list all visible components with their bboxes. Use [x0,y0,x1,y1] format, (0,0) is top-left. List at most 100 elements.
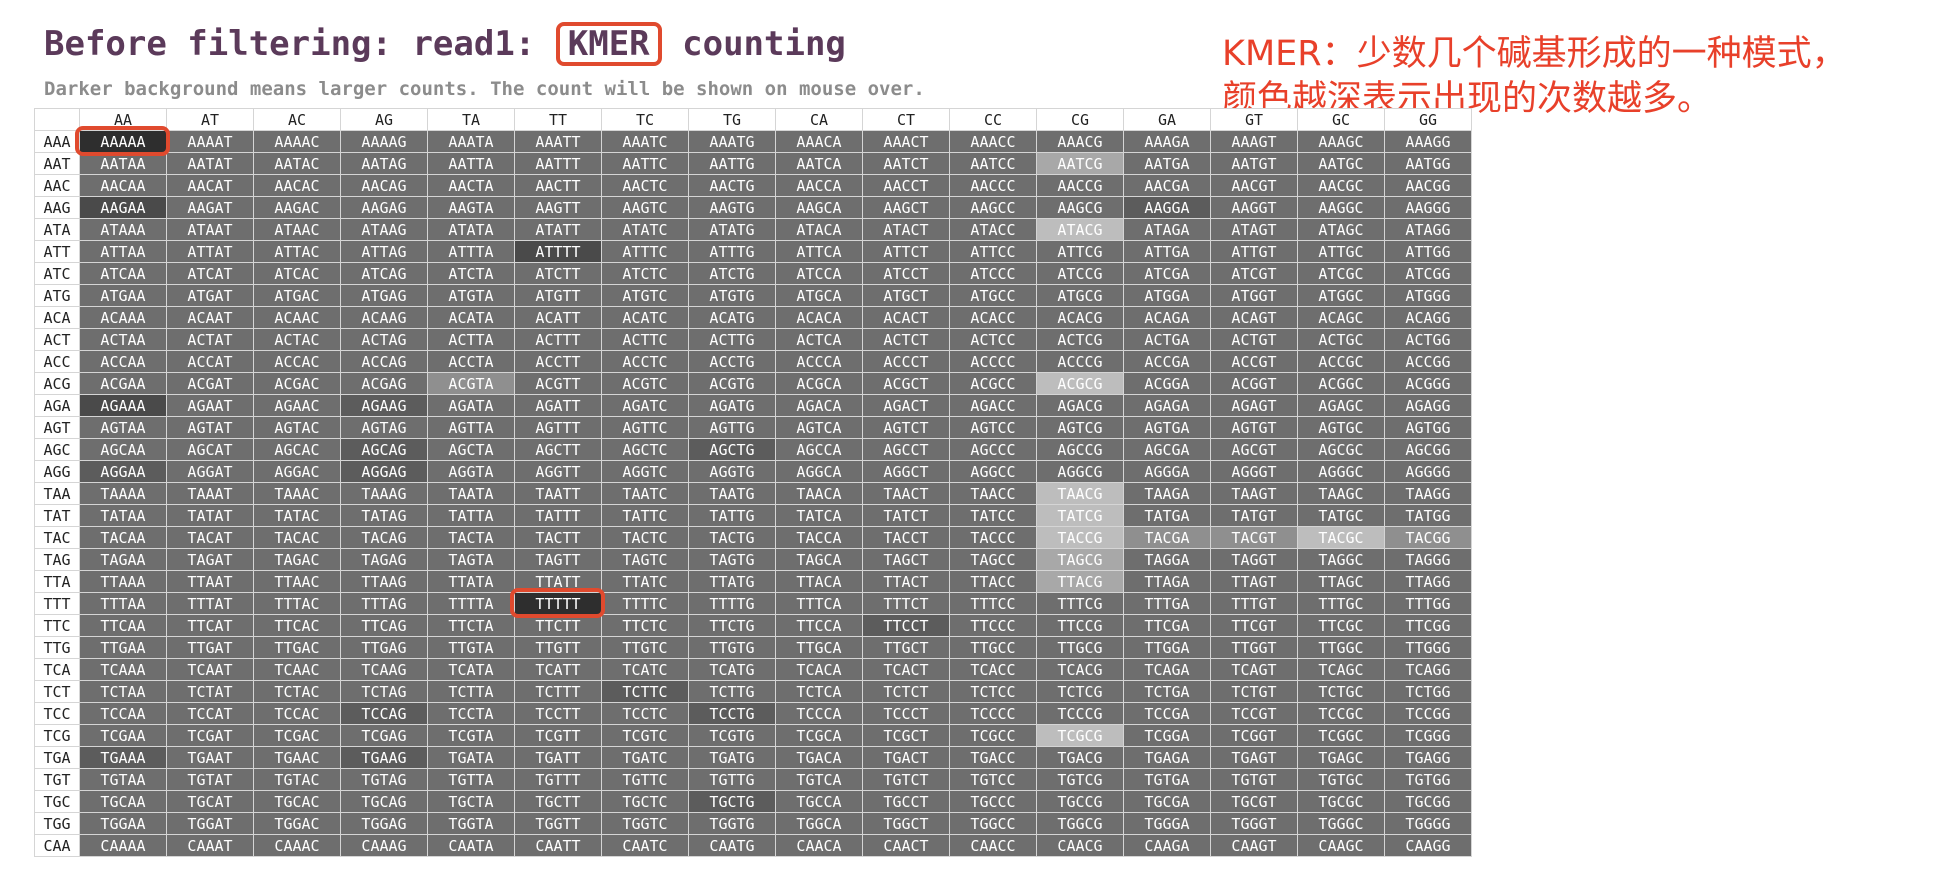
kmer-cell-ataaa[interactable]: ATAAA [79,218,167,241]
kmer-cell-tatgt[interactable]: TATGT [1210,504,1298,527]
kmer-cell-tcgga[interactable]: TCGGA [1123,724,1211,747]
kmer-cell-ttttt[interactable]: TTTTT [514,592,602,615]
kmer-cell-agttt[interactable]: AGTTT [514,416,602,439]
kmer-cell-tagca[interactable]: TAGCA [775,548,863,571]
kmer-cell-tattc[interactable]: TATTC [601,504,689,527]
kmer-cell-actca[interactable]: ACTCA [775,328,863,351]
kmer-cell-ttttc[interactable]: TTTTC [601,592,689,615]
kmer-cell-acgcg[interactable]: ACGCG [1036,372,1124,395]
kmer-cell-tgagg[interactable]: TGAGG [1384,746,1472,769]
kmer-cell-tccaa[interactable]: TCCAA [79,702,167,725]
kmer-cell-tatgg[interactable]: TATGG [1384,504,1472,527]
kmer-cell-aaact[interactable]: AAACT [862,130,950,153]
kmer-cell-tgact[interactable]: TGACT [862,746,950,769]
kmer-cell-ttgtc[interactable]: TTGTC [601,636,689,659]
kmer-cell-taggg[interactable]: TAGGG [1384,548,1472,571]
kmer-cell-atctc[interactable]: ATCTC [601,262,689,285]
kmer-cell-tctgg[interactable]: TCTGG [1384,680,1472,703]
kmer-cell-tgcta[interactable]: TGCTA [427,790,515,813]
kmer-cell-aggag[interactable]: AGGAG [340,460,428,483]
kmer-cell-tgcgc[interactable]: TGCGC [1297,790,1385,813]
kmer-cell-aaaca[interactable]: AAACA [775,130,863,153]
kmer-cell-acggc[interactable]: ACGGC [1297,372,1385,395]
kmer-cell-tccag[interactable]: TCCAG [340,702,428,725]
kmer-cell-acggg[interactable]: ACGGG [1384,372,1472,395]
kmer-cell-aatag[interactable]: AATAG [340,152,428,175]
kmer-cell-aatgt[interactable]: AATGT [1210,152,1298,175]
kmer-cell-tcccg[interactable]: TCCCG [1036,702,1124,725]
kmer-cell-aacag[interactable]: AACAG [340,174,428,197]
kmer-cell-atcgg[interactable]: ATCGG [1384,262,1472,285]
kmer-cell-caaat[interactable]: CAAAT [166,834,254,857]
kmer-cell-acaag[interactable]: ACAAG [340,306,428,329]
kmer-cell-actgt[interactable]: ACTGT [1210,328,1298,351]
kmer-cell-ttcgt[interactable]: TTCGT [1210,614,1298,637]
kmer-cell-tcgtt[interactable]: TCGTT [514,724,602,747]
kmer-cell-atagg[interactable]: ATAGG [1384,218,1472,241]
kmer-cell-tacgc[interactable]: TACGC [1297,526,1385,549]
kmer-cell-agttc[interactable]: AGTTC [601,416,689,439]
kmer-cell-atttt[interactable]: ATTTT [514,240,602,263]
kmer-cell-tactc[interactable]: TACTC [601,526,689,549]
kmer-cell-aatct[interactable]: AATCT [862,152,950,175]
kmer-cell-acggt[interactable]: ACGGT [1210,372,1298,395]
kmer-cell-ttctc[interactable]: TTCTC [601,614,689,637]
kmer-cell-accaa[interactable]: ACCAA [79,350,167,373]
kmer-cell-aactg[interactable]: AACTG [688,174,776,197]
kmer-cell-caact[interactable]: CAACT [862,834,950,857]
kmer-cell-acata[interactable]: ACATA [427,306,515,329]
kmer-cell-ataac[interactable]: ATAAC [253,218,341,241]
kmer-cell-tctcg[interactable]: TCTCG [1036,680,1124,703]
kmer-cell-aaata[interactable]: AAATA [427,130,515,153]
kmer-cell-acccg[interactable]: ACCCG [1036,350,1124,373]
kmer-cell-tcatt[interactable]: TCATT [514,658,602,681]
kmer-cell-agtct[interactable]: AGTCT [862,416,950,439]
kmer-cell-ttaaa[interactable]: TTAAA [79,570,167,593]
kmer-cell-atggc[interactable]: ATGGC [1297,284,1385,307]
kmer-cell-aggcc[interactable]: AGGCC [949,460,1037,483]
kmer-cell-agagt[interactable]: AGAGT [1210,394,1298,417]
kmer-cell-tgttc[interactable]: TGTTC [601,768,689,791]
kmer-cell-caagc[interactable]: CAAGC [1297,834,1385,857]
kmer-cell-atcaa[interactable]: ATCAA [79,262,167,285]
kmer-cell-tcgct[interactable]: TCGCT [862,724,950,747]
kmer-cell-tttat[interactable]: TTTAT [166,592,254,615]
kmer-cell-tggtg[interactable]: TGGTG [688,812,776,835]
kmer-cell-taggt[interactable]: TAGGT [1210,548,1298,571]
kmer-cell-aggaa[interactable]: AGGAA [79,460,167,483]
kmer-cell-tgtcc[interactable]: TGTCC [949,768,1037,791]
kmer-cell-tggga[interactable]: TGGGA [1123,812,1211,835]
kmer-cell-tcaca[interactable]: TCACA [775,658,863,681]
kmer-cell-acttc[interactable]: ACTTC [601,328,689,351]
kmer-cell-tgcgt[interactable]: TGCGT [1210,790,1298,813]
kmer-cell-tactt[interactable]: TACTT [514,526,602,549]
kmer-cell-tatat[interactable]: TATAT [166,504,254,527]
kmer-cell-agatt[interactable]: AGATT [514,394,602,417]
kmer-cell-tcgaa[interactable]: TCGAA [79,724,167,747]
kmer-cell-tatac[interactable]: TATAC [253,504,341,527]
kmer-cell-agccg[interactable]: AGCCG [1036,438,1124,461]
kmer-cell-acatg[interactable]: ACATG [688,306,776,329]
kmer-cell-atagc[interactable]: ATAGC [1297,218,1385,241]
kmer-cell-actat[interactable]: ACTAT [166,328,254,351]
kmer-cell-agacc[interactable]: AGACC [949,394,1037,417]
kmer-cell-tgcac[interactable]: TGCAC [253,790,341,813]
kmer-cell-tacaa[interactable]: TACAA [79,526,167,549]
kmer-cell-ttcca[interactable]: TTCCA [775,614,863,637]
kmer-cell-ttctg[interactable]: TTCTG [688,614,776,637]
kmer-cell-ttgag[interactable]: TTGAG [340,636,428,659]
kmer-cell-acgta[interactable]: ACGTA [427,372,515,395]
kmer-cell-tacga[interactable]: TACGA [1123,526,1211,549]
kmer-cell-tatcg[interactable]: TATCG [1036,504,1124,527]
kmer-cell-atgac[interactable]: ATGAC [253,284,341,307]
kmer-cell-attca[interactable]: ATTCA [775,240,863,263]
kmer-cell-tctac[interactable]: TCTAC [253,680,341,703]
kmer-cell-acgcc[interactable]: ACGCC [949,372,1037,395]
kmer-cell-tctag[interactable]: TCTAG [340,680,428,703]
kmer-cell-acgag[interactable]: ACGAG [340,372,428,395]
kmer-cell-atatc[interactable]: ATATC [601,218,689,241]
kmer-cell-atgtc[interactable]: ATGTC [601,284,689,307]
kmer-cell-agtag[interactable]: AGTAG [340,416,428,439]
kmer-cell-aacgt[interactable]: AACGT [1210,174,1298,197]
kmer-cell-aataa[interactable]: AATAA [79,152,167,175]
